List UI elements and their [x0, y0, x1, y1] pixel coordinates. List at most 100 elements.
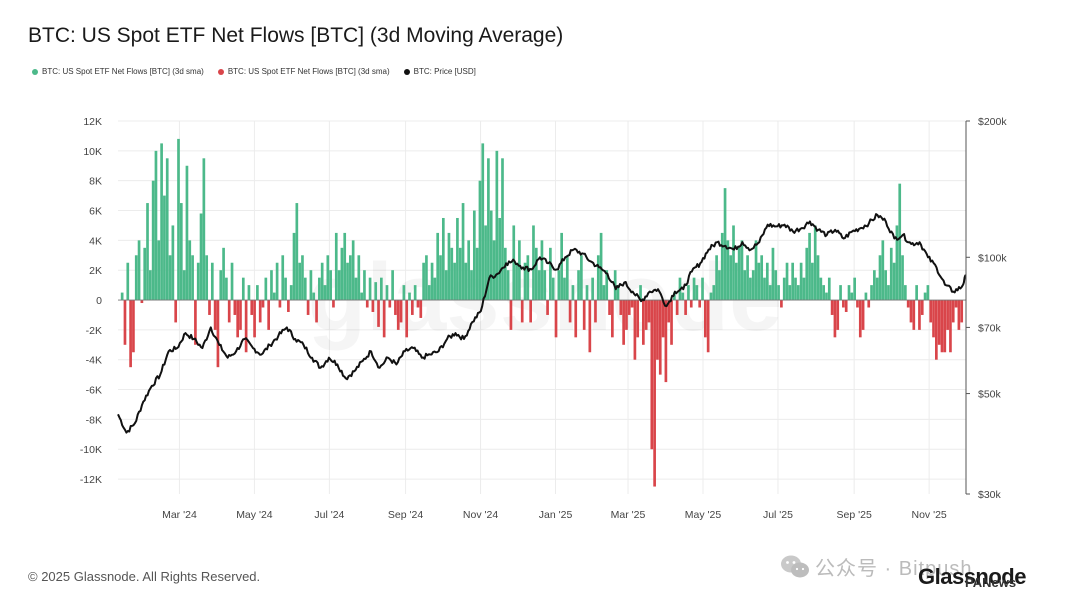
inflow-bar: [749, 277, 752, 301]
inflow-bar: [765, 262, 769, 301]
inflow-bar: [374, 282, 378, 301]
inflow-bar: [222, 247, 225, 301]
chart-legend: BTC: US Spot ETF Net Flows [BTC] (3d sma…: [32, 67, 476, 76]
outflow-bar: [529, 300, 532, 323]
inflow-bar: [134, 255, 138, 301]
inflow-bar: [312, 292, 316, 301]
inflow-bar: [148, 270, 152, 301]
inflow-bar: [599, 232, 603, 301]
legend-item-inflows[interactable]: BTC: US Spot ETF Net Flows [BTC] (3d sma…: [32, 67, 204, 76]
inflow-bar: [501, 158, 504, 301]
inflow-bar: [712, 285, 716, 301]
outflow-bar: [574, 300, 578, 338]
inflow-bar: [179, 203, 183, 301]
outflow-bar: [625, 300, 628, 330]
outflow-bar: [833, 300, 837, 338]
inflow-bar: [822, 285, 825, 301]
inflow-bar: [873, 270, 876, 301]
inflow-bar: [777, 285, 780, 301]
outflow-bar: [633, 300, 637, 360]
outflow-bar: [388, 300, 392, 308]
inflow-bar: [571, 285, 575, 301]
inflow-bar: [402, 285, 406, 301]
outflow-bar: [909, 300, 913, 323]
inflow-bar: [120, 292, 124, 301]
inflow-bar: [413, 285, 417, 301]
copyright-text: © 2025 Glassnode. All Rights Reserved.: [28, 569, 261, 584]
inflow-bar: [447, 232, 451, 301]
legend-item-outflows[interactable]: BTC: US Spot ETF Net Flows [BTC] (3d sma…: [217, 67, 390, 76]
outflow-bar: [664, 300, 668, 383]
inflow-bar: [875, 277, 879, 301]
inflow-bar: [450, 247, 454, 301]
inflow-bar: [360, 292, 363, 301]
inflow-bar: [926, 285, 930, 301]
legend-item-price[interactable]: BTC: Price [USD]: [403, 67, 476, 76]
y-tick-left: 4K: [89, 235, 102, 247]
inflow-bar: [605, 270, 609, 301]
inflow-bar: [309, 270, 313, 301]
outflow-bar: [208, 300, 211, 315]
inflow-bar: [881, 240, 885, 301]
inflow-bar: [171, 225, 175, 301]
outflow-bar: [656, 300, 659, 360]
inflow-bar: [534, 247, 538, 301]
outflow-bar: [940, 300, 944, 353]
outflow-bar: [675, 300, 679, 315]
inflow-bar: [746, 255, 749, 301]
outflow-bar: [588, 300, 592, 353]
outflow-bar: [129, 300, 132, 368]
outflow-bar: [216, 300, 220, 368]
inflow-bar: [275, 262, 279, 301]
inflow-bar: [256, 285, 259, 301]
inflow-bar: [802, 277, 806, 301]
inflow-bar: [616, 285, 620, 301]
x-tick: Jul '25: [763, 509, 793, 521]
inflow-bar: [154, 150, 158, 301]
x-tick: Sep '24: [388, 509, 423, 521]
outflow-bar: [667, 300, 671, 323]
outflow-bar: [306, 300, 310, 315]
y-tick-right: $50k: [978, 389, 1002, 401]
y-tick-left: 6K: [89, 206, 102, 218]
outflow-bar: [943, 300, 947, 353]
wechat-watermark: 公众号 · Bitpush: [815, 558, 973, 580]
inflow-bar: [923, 292, 927, 301]
outflow-bar: [960, 300, 964, 323]
inflow-bar: [385, 285, 389, 301]
outflow-bar: [689, 300, 693, 308]
outflow-bar: [405, 300, 409, 338]
outflow-bar: [239, 300, 242, 330]
inflow-bar: [391, 270, 394, 301]
inflow-bar: [577, 270, 580, 301]
inflow-bar: [489, 210, 493, 301]
outflow-bar: [608, 300, 611, 315]
outflow-bar: [698, 300, 702, 308]
inflow-bar: [543, 270, 547, 301]
inflow-bar: [196, 262, 200, 301]
outflow-bar: [642, 300, 645, 345]
inflow-bar: [639, 285, 642, 301]
outflow-bar: [582, 300, 586, 330]
outflow-bar: [233, 300, 237, 315]
outflow-bar: [861, 300, 865, 330]
outflow-bar: [132, 300, 135, 353]
chart-title: BTC: US Spot ETF Net Flows [BTC] (3d Mov…: [28, 24, 564, 47]
inflow-bar: [737, 247, 741, 301]
inflow-bar: [295, 203, 299, 301]
inflow-bar: [892, 262, 896, 301]
inflow-bar: [241, 277, 245, 301]
outflow-bar: [780, 300, 783, 308]
y-tick-right: $200k: [978, 116, 1007, 128]
y-tick-left: 2K: [89, 265, 102, 277]
inflow-bar: [512, 225, 516, 301]
outflow-bar: [619, 300, 623, 315]
inflow-bar: [850, 292, 854, 301]
inflow-bar: [264, 277, 268, 301]
y-tick-left: -12K: [80, 474, 102, 486]
outflow-bar: [622, 300, 625, 345]
legend-swatch-price: [403, 68, 410, 75]
outflow-bar: [650, 300, 654, 450]
inflow-bar: [771, 247, 775, 301]
